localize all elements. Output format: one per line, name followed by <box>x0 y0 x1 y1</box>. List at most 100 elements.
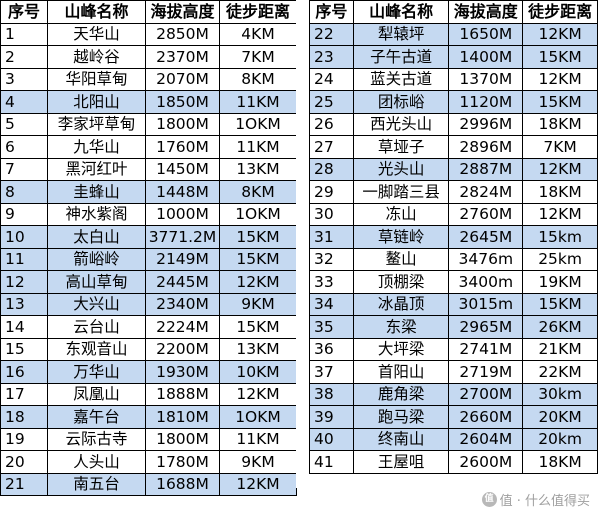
cell-altitude: 2370M <box>145 45 220 69</box>
cell-no: 31 <box>309 225 354 249</box>
cell-no: 3 <box>0 67 48 91</box>
cell-altitude: 2896M <box>448 135 524 159</box>
cell-altitude: 1760M <box>145 135 220 159</box>
cell-no: 16 <box>0 360 48 384</box>
cell-no: 12 <box>0 270 48 294</box>
header-distance: 徒步距离 <box>522 0 598 24</box>
table-row: 39 跑马梁 2660M 20KM <box>309 405 598 429</box>
cell-name: 草链岭 <box>352 225 450 249</box>
cell-distance: 12KM <box>522 22 598 46</box>
cell-no: 19 <box>0 427 48 451</box>
cell-altitude: 1850M <box>145 90 220 114</box>
cell-distance: 15KM <box>219 225 297 249</box>
table-row: 35 东梁 2965M 26KM <box>309 315 598 339</box>
cell-altitude: 2741M <box>448 337 524 361</box>
cell-altitude: 1810M <box>145 405 220 429</box>
table-row: 16 万华山 1930M 10KM <box>0 360 297 384</box>
cell-distance: 15KM <box>219 315 297 339</box>
cell-no: 30 <box>309 202 354 226</box>
cell-distance: 12KM <box>219 270 297 294</box>
cell-altitude: 2887M <box>448 157 524 181</box>
cell-name: 北阳山 <box>47 90 146 114</box>
cell-altitude: 2445M <box>145 270 220 294</box>
cell-distance: 12KM <box>219 472 297 496</box>
cell-no: 11 <box>0 247 48 271</box>
cell-name: 终南山 <box>352 427 450 451</box>
cell-name: 鳌山 <box>352 247 450 271</box>
table-row: 5 李家坪草甸 1800M 1OKM <box>0 112 297 136</box>
cell-name: 光头山 <box>352 157 450 181</box>
cell-no: 17 <box>0 382 48 406</box>
cell-altitude: 2719M <box>448 360 524 384</box>
cell-name: 草垭子 <box>352 135 450 159</box>
cell-name: 李家坪草甸 <box>47 112 146 136</box>
cell-altitude: 2149M <box>145 247 220 271</box>
table-row: 29 一脚踏三县 2824M 18KM <box>309 180 598 204</box>
cell-name: 云际古寺 <box>47 427 146 451</box>
cell-name: 鹿角梁 <box>352 382 450 406</box>
cell-altitude: 2070M <box>145 67 220 91</box>
cell-altitude: 2645M <box>448 225 524 249</box>
cell-altitude: 1930M <box>145 360 220 384</box>
table-row: 36 大坪梁 2741M 21KM <box>309 337 598 361</box>
cell-name: 西光头山 <box>352 112 450 136</box>
cell-name: 王屋咀 <box>352 450 450 474</box>
watermark: 值 值 · 什么值得买 <box>481 490 590 509</box>
cell-distance: 15KM <box>219 247 297 271</box>
table-row: 8 圭蜂山 1448M 8KM <box>0 180 297 204</box>
table-row: 24 蓝关古道 1370M 12KM <box>309 67 598 91</box>
cell-name: 越岭谷 <box>47 45 146 69</box>
cell-distance: 9KM <box>219 292 297 316</box>
table-row: 34 冰晶顶 3015m 15KM <box>309 292 598 316</box>
cell-altitude: 2604M <box>448 427 524 451</box>
cell-no: 37 <box>309 360 354 384</box>
table-row: 12 高山草甸 2445M 12KM <box>0 270 297 294</box>
table-row: 15 东观音山 2200M 13KM <box>0 337 297 361</box>
cell-name: 太白山 <box>47 225 146 249</box>
cell-name: 凤凰山 <box>47 382 146 406</box>
table-row: 30 冻山 2760M 12KM <box>309 202 598 226</box>
cell-distance: 18KM <box>522 180 598 204</box>
cell-distance: 15KM <box>522 292 598 316</box>
table-row: 17 凤凰山 1888M 12KM <box>0 382 297 406</box>
table-row: 9 神水紫阁 1000M 1OKM <box>0 202 297 226</box>
mountain-table-left: 序号 山峰名称 海拔高度 徒步距离 1 天华山 2850M 4KM 2 越岭谷 2370M 7… <box>0 0 297 496</box>
cell-no: 33 <box>309 270 354 294</box>
cell-name: 东梁 <box>352 315 450 339</box>
cell-distance: 25km <box>522 247 598 271</box>
cell-altitude: 1688M <box>145 472 220 496</box>
cell-distance: 13KM <box>219 337 297 361</box>
cell-distance: 30km <box>522 382 598 406</box>
cell-name: 人头山 <box>47 450 146 474</box>
cell-name: 云台山 <box>47 315 146 339</box>
table-row: 25 团标峪 1120M 15KM <box>309 90 598 114</box>
cell-no: 35 <box>309 315 354 339</box>
cell-no: 39 <box>309 405 354 429</box>
cell-distance: 1OKM <box>219 202 297 226</box>
cell-no: 27 <box>309 135 354 159</box>
cell-altitude: 1888M <box>145 382 220 406</box>
cell-distance: 20km <box>522 427 598 451</box>
table-row: 14 云台山 2224M 15KM <box>0 315 297 339</box>
cell-name: 圭蜂山 <box>47 180 146 204</box>
table-row: 18 嘉午台 1810M 1OKM <box>0 405 297 429</box>
cell-distance: 7KM <box>522 135 598 159</box>
cell-distance: 13KM <box>219 157 297 181</box>
header-no: 序号 <box>309 0 354 24</box>
cell-name: 大兴山 <box>47 292 146 316</box>
cell-distance: 11KM <box>219 135 297 159</box>
cell-name: 团标峪 <box>352 90 450 114</box>
cell-no: 40 <box>309 427 354 451</box>
cell-distance: 22KM <box>522 360 598 384</box>
cell-distance: 8KM <box>219 180 297 204</box>
table-row: 1 天华山 2850M 4KM <box>0 22 297 46</box>
cell-name: 子午古道 <box>352 45 450 69</box>
cell-no: 28 <box>309 157 354 181</box>
cell-distance: 12KM <box>522 157 598 181</box>
cell-no: 6 <box>0 135 48 159</box>
cell-altitude: 2600M <box>448 450 524 474</box>
header-name: 山峰名称 <box>47 0 146 24</box>
table-row: 13 大兴山 2340M 9KM <box>0 292 297 316</box>
header-altitude: 海拔高度 <box>448 0 524 24</box>
